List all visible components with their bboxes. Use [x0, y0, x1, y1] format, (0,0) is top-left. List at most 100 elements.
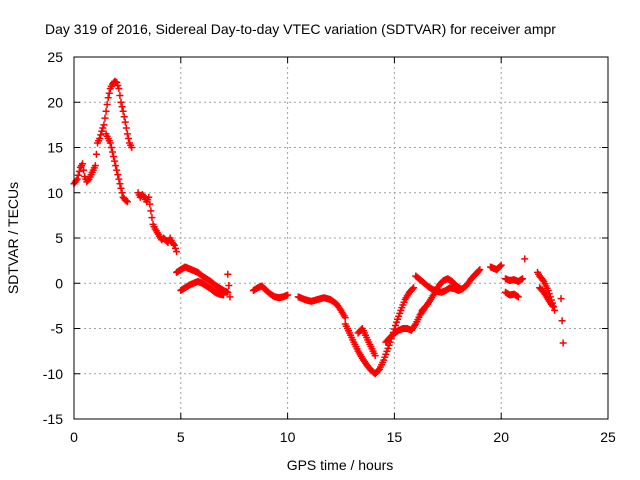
y-tick-label: 10	[47, 185, 63, 201]
data-point	[144, 196, 152, 204]
data-point	[115, 85, 123, 93]
data-point	[465, 278, 473, 286]
data-point	[90, 164, 98, 172]
data-point	[538, 286, 546, 294]
data-point	[154, 230, 162, 238]
data-point	[225, 282, 233, 290]
y-tick-label: 0	[55, 275, 63, 291]
data-point	[558, 317, 566, 325]
data-point	[104, 94, 112, 102]
data-point	[223, 288, 231, 296]
data-point	[420, 304, 428, 312]
data-point	[75, 167, 83, 175]
data-point	[391, 322, 399, 330]
data-point	[384, 336, 392, 344]
data-points	[70, 77, 567, 378]
data-point	[116, 91, 124, 99]
data-point	[119, 107, 127, 115]
y-tick-label: 25	[47, 49, 63, 65]
data-point	[118, 103, 126, 111]
y-tick-label: 15	[47, 140, 63, 156]
data-point	[71, 178, 79, 186]
data-point	[456, 284, 464, 292]
y-tick-label: -10	[43, 366, 63, 382]
data-point	[551, 306, 559, 314]
data-point	[430, 290, 438, 298]
data-point	[495, 263, 503, 271]
data-point	[114, 82, 122, 90]
data-point	[124, 134, 132, 142]
data-point	[541, 280, 549, 288]
data-point	[415, 313, 423, 321]
data-point	[407, 286, 415, 294]
data-point	[100, 121, 108, 129]
data-point	[171, 244, 179, 252]
y-axis-label: SDTVAR / TECUs	[5, 182, 21, 294]
x-tick-label: 10	[280, 429, 296, 445]
data-point	[260, 284, 268, 292]
data-point	[370, 349, 378, 357]
data-point	[349, 336, 357, 344]
data-point	[475, 267, 483, 275]
data-point	[425, 299, 433, 307]
data-point	[396, 309, 404, 317]
data-point	[521, 255, 529, 263]
data-point	[385, 341, 393, 349]
data-point	[547, 300, 555, 308]
data-point	[86, 173, 94, 181]
data-point	[150, 223, 158, 231]
data-point	[107, 82, 115, 90]
data-point	[283, 291, 291, 299]
plot-frame	[73, 56, 609, 420]
data-point	[116, 180, 124, 188]
data-point	[123, 130, 131, 138]
data-point	[557, 295, 565, 303]
x-tick-label: 15	[387, 429, 403, 445]
data-point	[122, 124, 130, 132]
data-point	[517, 275, 525, 283]
data-point	[226, 293, 234, 301]
data-point	[95, 137, 103, 145]
data-point	[127, 141, 135, 149]
data-point	[108, 148, 116, 156]
data-point	[167, 236, 175, 244]
data-point	[107, 144, 115, 151]
data-point	[117, 98, 125, 106]
data-point	[148, 214, 156, 222]
data-point	[170, 241, 178, 249]
y-tick-label: -5	[51, 321, 64, 337]
y-tick-label: 20	[47, 94, 63, 110]
data-point	[411, 322, 419, 330]
data-point	[146, 200, 154, 208]
data-point	[474, 268, 482, 276]
data-point	[360, 358, 368, 366]
y-tick-label: -15	[43, 411, 63, 427]
data-point	[169, 240, 177, 248]
data-point	[373, 367, 381, 375]
data-point	[362, 331, 370, 339]
y-tick-labels: -15 -10 -5 0 5 10 15 20 25	[43, 49, 63, 427]
data-point	[101, 114, 109, 122]
data-point	[88, 168, 96, 176]
data-point	[139, 192, 147, 200]
x-tick-labels: 0 5 10 15 20 25	[70, 429, 616, 445]
data-point	[103, 101, 111, 109]
data-point	[410, 323, 418, 331]
data-point	[173, 248, 181, 256]
data-point	[122, 197, 130, 205]
data-point	[461, 283, 469, 291]
x-tick-label: 5	[177, 429, 185, 445]
data-point	[77, 162, 85, 170]
data-point	[335, 303, 343, 311]
data-point	[111, 157, 119, 165]
data-point	[224, 270, 232, 278]
data-point	[117, 184, 125, 192]
x-tick-label: 0	[70, 429, 78, 445]
data-point	[84, 177, 92, 185]
data-point	[114, 171, 122, 179]
data-point	[118, 189, 126, 197]
x-tick-label: 25	[600, 429, 616, 445]
data-point	[365, 363, 373, 371]
data-point	[400, 298, 408, 306]
